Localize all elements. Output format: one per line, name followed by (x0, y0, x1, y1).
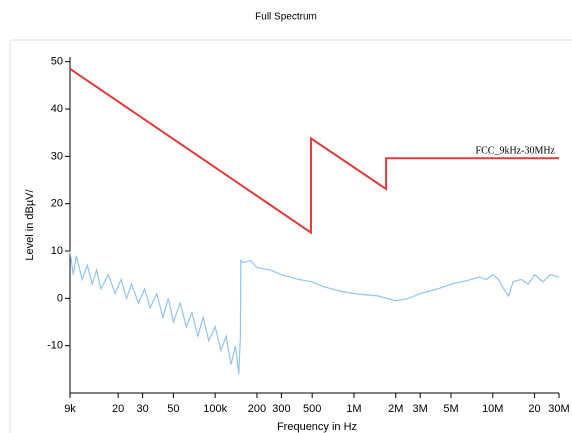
x-tick-label: 10M (482, 403, 503, 415)
y-tick-label: 0 (57, 292, 63, 304)
chart-title: Full Spectrum (255, 12, 317, 23)
series-line (69, 250, 560, 375)
y-tick-label: 20 (51, 198, 63, 210)
x-tick-label: 5M (443, 403, 458, 415)
x-tick-label: 20 (528, 403, 540, 415)
y-tick-label: -10 (47, 340, 63, 352)
x-tick-label: 3M (413, 403, 428, 415)
x-tick-label: 100k (203, 403, 227, 415)
y-tick-label: 50 (51, 56, 63, 68)
x-tick-label: 20 (112, 403, 124, 415)
x-tick-label: 200 (248, 403, 266, 415)
x-tick-label: 2M (388, 403, 403, 415)
x-tick-label: 50 (167, 403, 179, 415)
y-tick-label: 10 (51, 245, 63, 257)
x-tick-label: 300 (272, 403, 290, 415)
x-tick-label: 30 (136, 403, 148, 415)
y-tick-label: 40 (51, 103, 63, 115)
y-tick-label: 30 (51, 150, 63, 162)
x-tick-label: 500 (303, 403, 321, 415)
x-axis-title: Frequency in Hz (277, 421, 357, 433)
y-axis-title: Level in dBµV/ (24, 188, 36, 260)
x-tick-label: 9k (64, 403, 76, 415)
series-label: FCC_9kHz-30MHz (476, 146, 556, 157)
x-tick-label: 30M (548, 403, 569, 415)
x-tick-label: 1M (346, 403, 361, 415)
series-line (69, 68, 559, 235)
